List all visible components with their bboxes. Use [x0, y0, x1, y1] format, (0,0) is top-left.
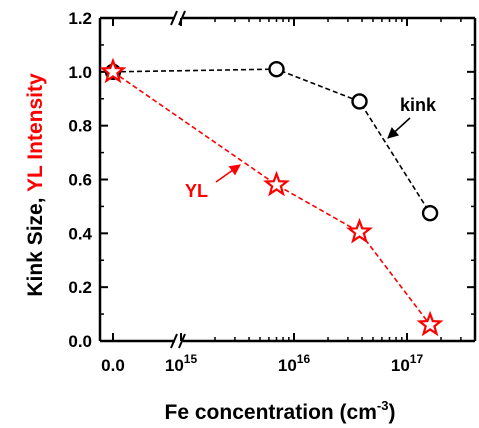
x-axis-label: Fe concentration (cm-3) — [165, 398, 396, 424]
y-tick-label: 0.2 — [68, 278, 92, 297]
annotation-label-kink: kink — [400, 95, 437, 115]
x-tick-label: 1016 — [278, 352, 311, 375]
series-markers — [99, 57, 444, 337]
annotation-arrow-yl — [215, 164, 241, 183]
y-tick-label: 1.0 — [68, 63, 92, 82]
y-tick-label: 0.0 — [68, 332, 92, 351]
y-tick-label: 1.2 — [68, 9, 92, 28]
data-point-kink — [351, 93, 368, 110]
data-point-yl — [99, 57, 127, 84]
data-point-yl — [262, 170, 291, 197]
data-point-yl — [346, 217, 374, 244]
y-axis-label: Kink Size, YL Intensity — [24, 73, 47, 297]
axis-break-mark — [170, 10, 178, 26]
plot-frame — [98, 10, 477, 349]
y-tick-label: 0.4 — [68, 224, 92, 243]
annotation-arrow-kink — [387, 117, 411, 139]
data-point-kink — [268, 60, 285, 78]
x-tick-label: 1015 — [165, 352, 198, 375]
y-axis-label-part: Kink Size, — [24, 192, 47, 297]
x-axis-ticks: 0.0 1015 1016 1017 — [101, 18, 462, 375]
data-point-kink — [421, 204, 439, 222]
axis-break-mark — [170, 333, 178, 349]
y-axis-ticks: 0.0 0.2 0.4 0.6 0.8 1.0 1.2 — [68, 9, 475, 351]
series-line-kink — [112, 68, 431, 214]
data-point-yl — [416, 310, 444, 337]
y-tick-label: 0.8 — [68, 117, 92, 136]
series-lines — [112, 68, 431, 326]
annotations: kink YL — [185, 95, 437, 201]
y-axis-label-part: YL Intensity — [24, 73, 47, 192]
annotation-label-yl: YL — [185, 181, 208, 201]
series-line-yl — [112, 71, 431, 326]
y-tick-label: 0.6 — [68, 171, 92, 190]
x-tick-label: 0.0 — [101, 356, 125, 375]
x-tick-label: 1017 — [391, 352, 424, 375]
